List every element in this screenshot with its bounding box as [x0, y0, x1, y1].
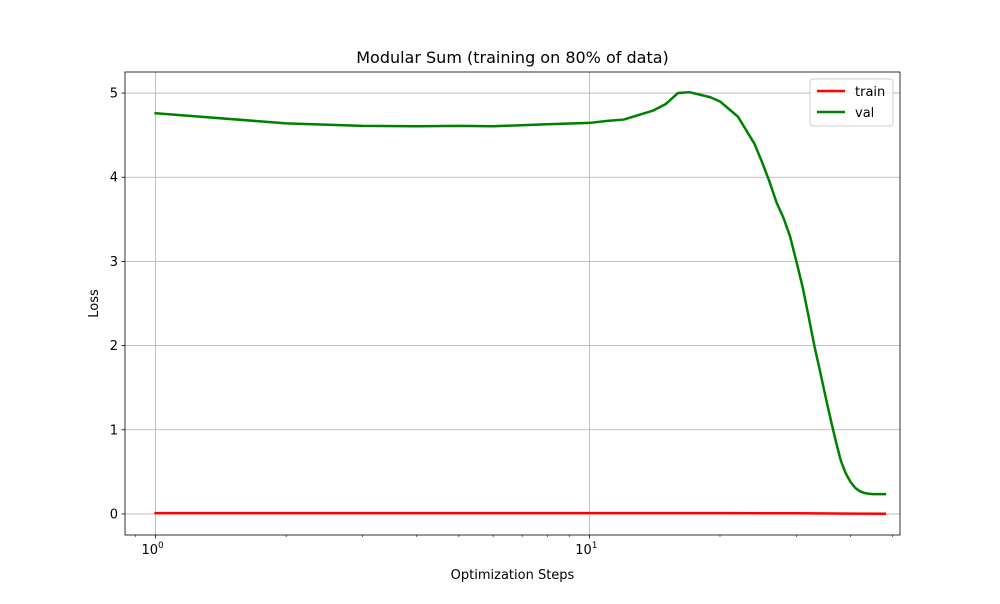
x-tick-label: 101: [575, 541, 597, 558]
series-line-train: [154, 511, 887, 516]
legend: train val: [809, 78, 894, 127]
grid: [125, 72, 900, 535]
x-tick-label: 100: [141, 541, 164, 558]
y-tick-label: 5: [110, 87, 118, 102]
legend-train-label: train: [855, 85, 885, 100]
y-tick-label: 2: [110, 339, 118, 354]
y-tick-label: 4: [110, 171, 118, 186]
series-lines: [154, 90, 887, 516]
y-tick-label: 0: [110, 507, 118, 522]
chart-title: Modular Sum (training on 80% of data): [356, 48, 669, 67]
y-tick-label: 3: [110, 255, 118, 270]
series-line-val: [154, 90, 887, 496]
x-axis-label: Optimization Steps: [451, 568, 575, 583]
y-tick-label: 1: [110, 423, 118, 438]
plot-background: [125, 72, 900, 535]
plot-frame: [124, 71, 901, 536]
y-axis-label: Loss: [87, 289, 102, 318]
legend-val-label: val: [855, 106, 874, 121]
